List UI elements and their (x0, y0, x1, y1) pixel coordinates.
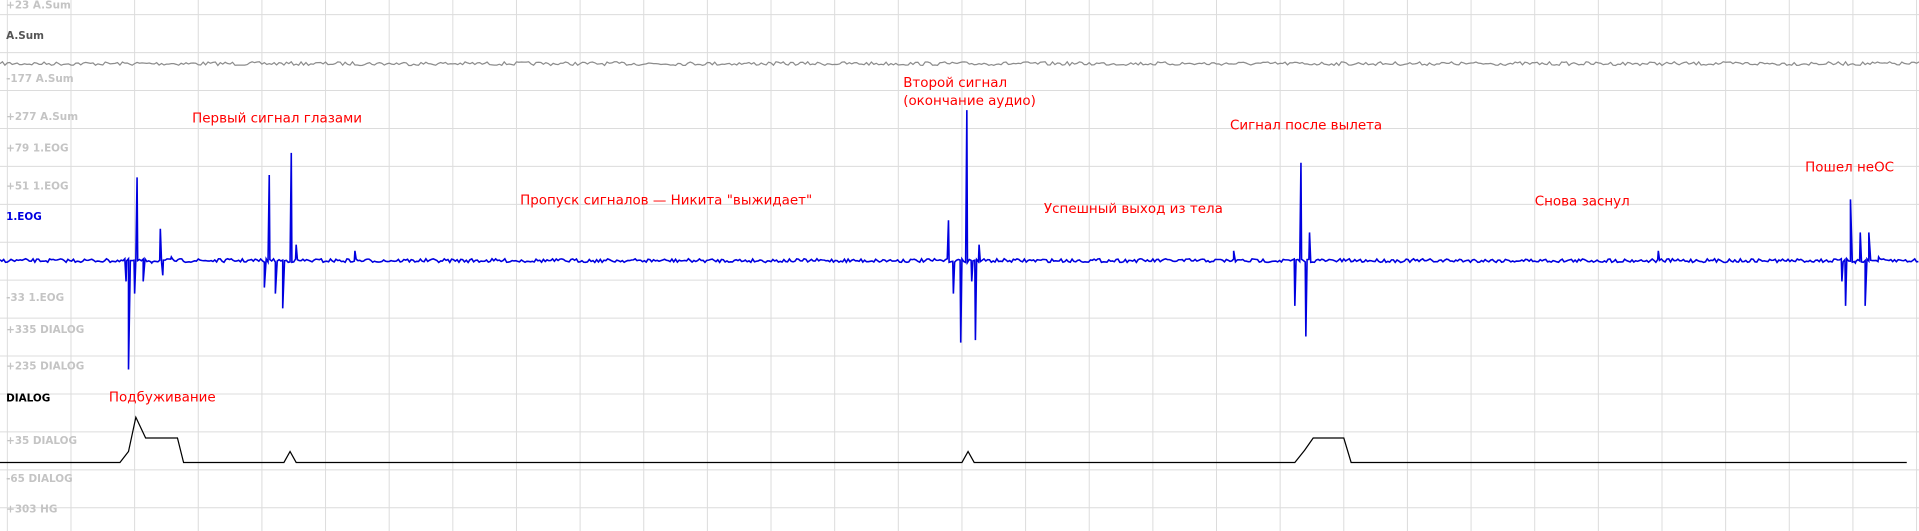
channel-label: A.Sum (6, 30, 44, 42)
annotation: Первый сигнал глазами (192, 111, 362, 126)
scale-label: +335 DIALOG (6, 324, 84, 336)
scale-label: +51 1.EOG (6, 181, 68, 193)
scale-label: +23 A.Sum (6, 0, 71, 12)
scale-label: -33 1.EOG (6, 292, 64, 304)
eog-trace (0, 110, 1919, 370)
dialog-trace (0, 415, 1907, 464)
scale-label: +303 HG (6, 504, 57, 516)
annotation: Пропуск сигналов — Никита "выжидает" (520, 193, 812, 208)
annotation: (окончание аудио) (903, 94, 1036, 109)
scale-label: +79 1.EOG (6, 143, 68, 155)
scale-label: +277 A.Sum (6, 111, 78, 123)
annotation: Сигнал после вылета (1230, 119, 1382, 134)
asum-trace (0, 60, 1919, 67)
annotation: Успешный выход из тела (1044, 202, 1223, 217)
channel-label: DIALOG (6, 392, 50, 404)
annotation: Подбуживание (109, 389, 216, 405)
scale-label: +35 DIALOG (6, 435, 77, 447)
scale-label: +235 DIALOG (6, 360, 84, 372)
annotation: Пошел неОС (1805, 160, 1894, 175)
annotation: Снова заснул (1535, 195, 1630, 210)
scale-label: -177 A.Sum (6, 73, 74, 85)
channel-label: 1.EOG (6, 211, 42, 223)
scale-label: -65 DIALOG (6, 473, 73, 485)
annotation: Второй сигнал (903, 76, 1007, 91)
